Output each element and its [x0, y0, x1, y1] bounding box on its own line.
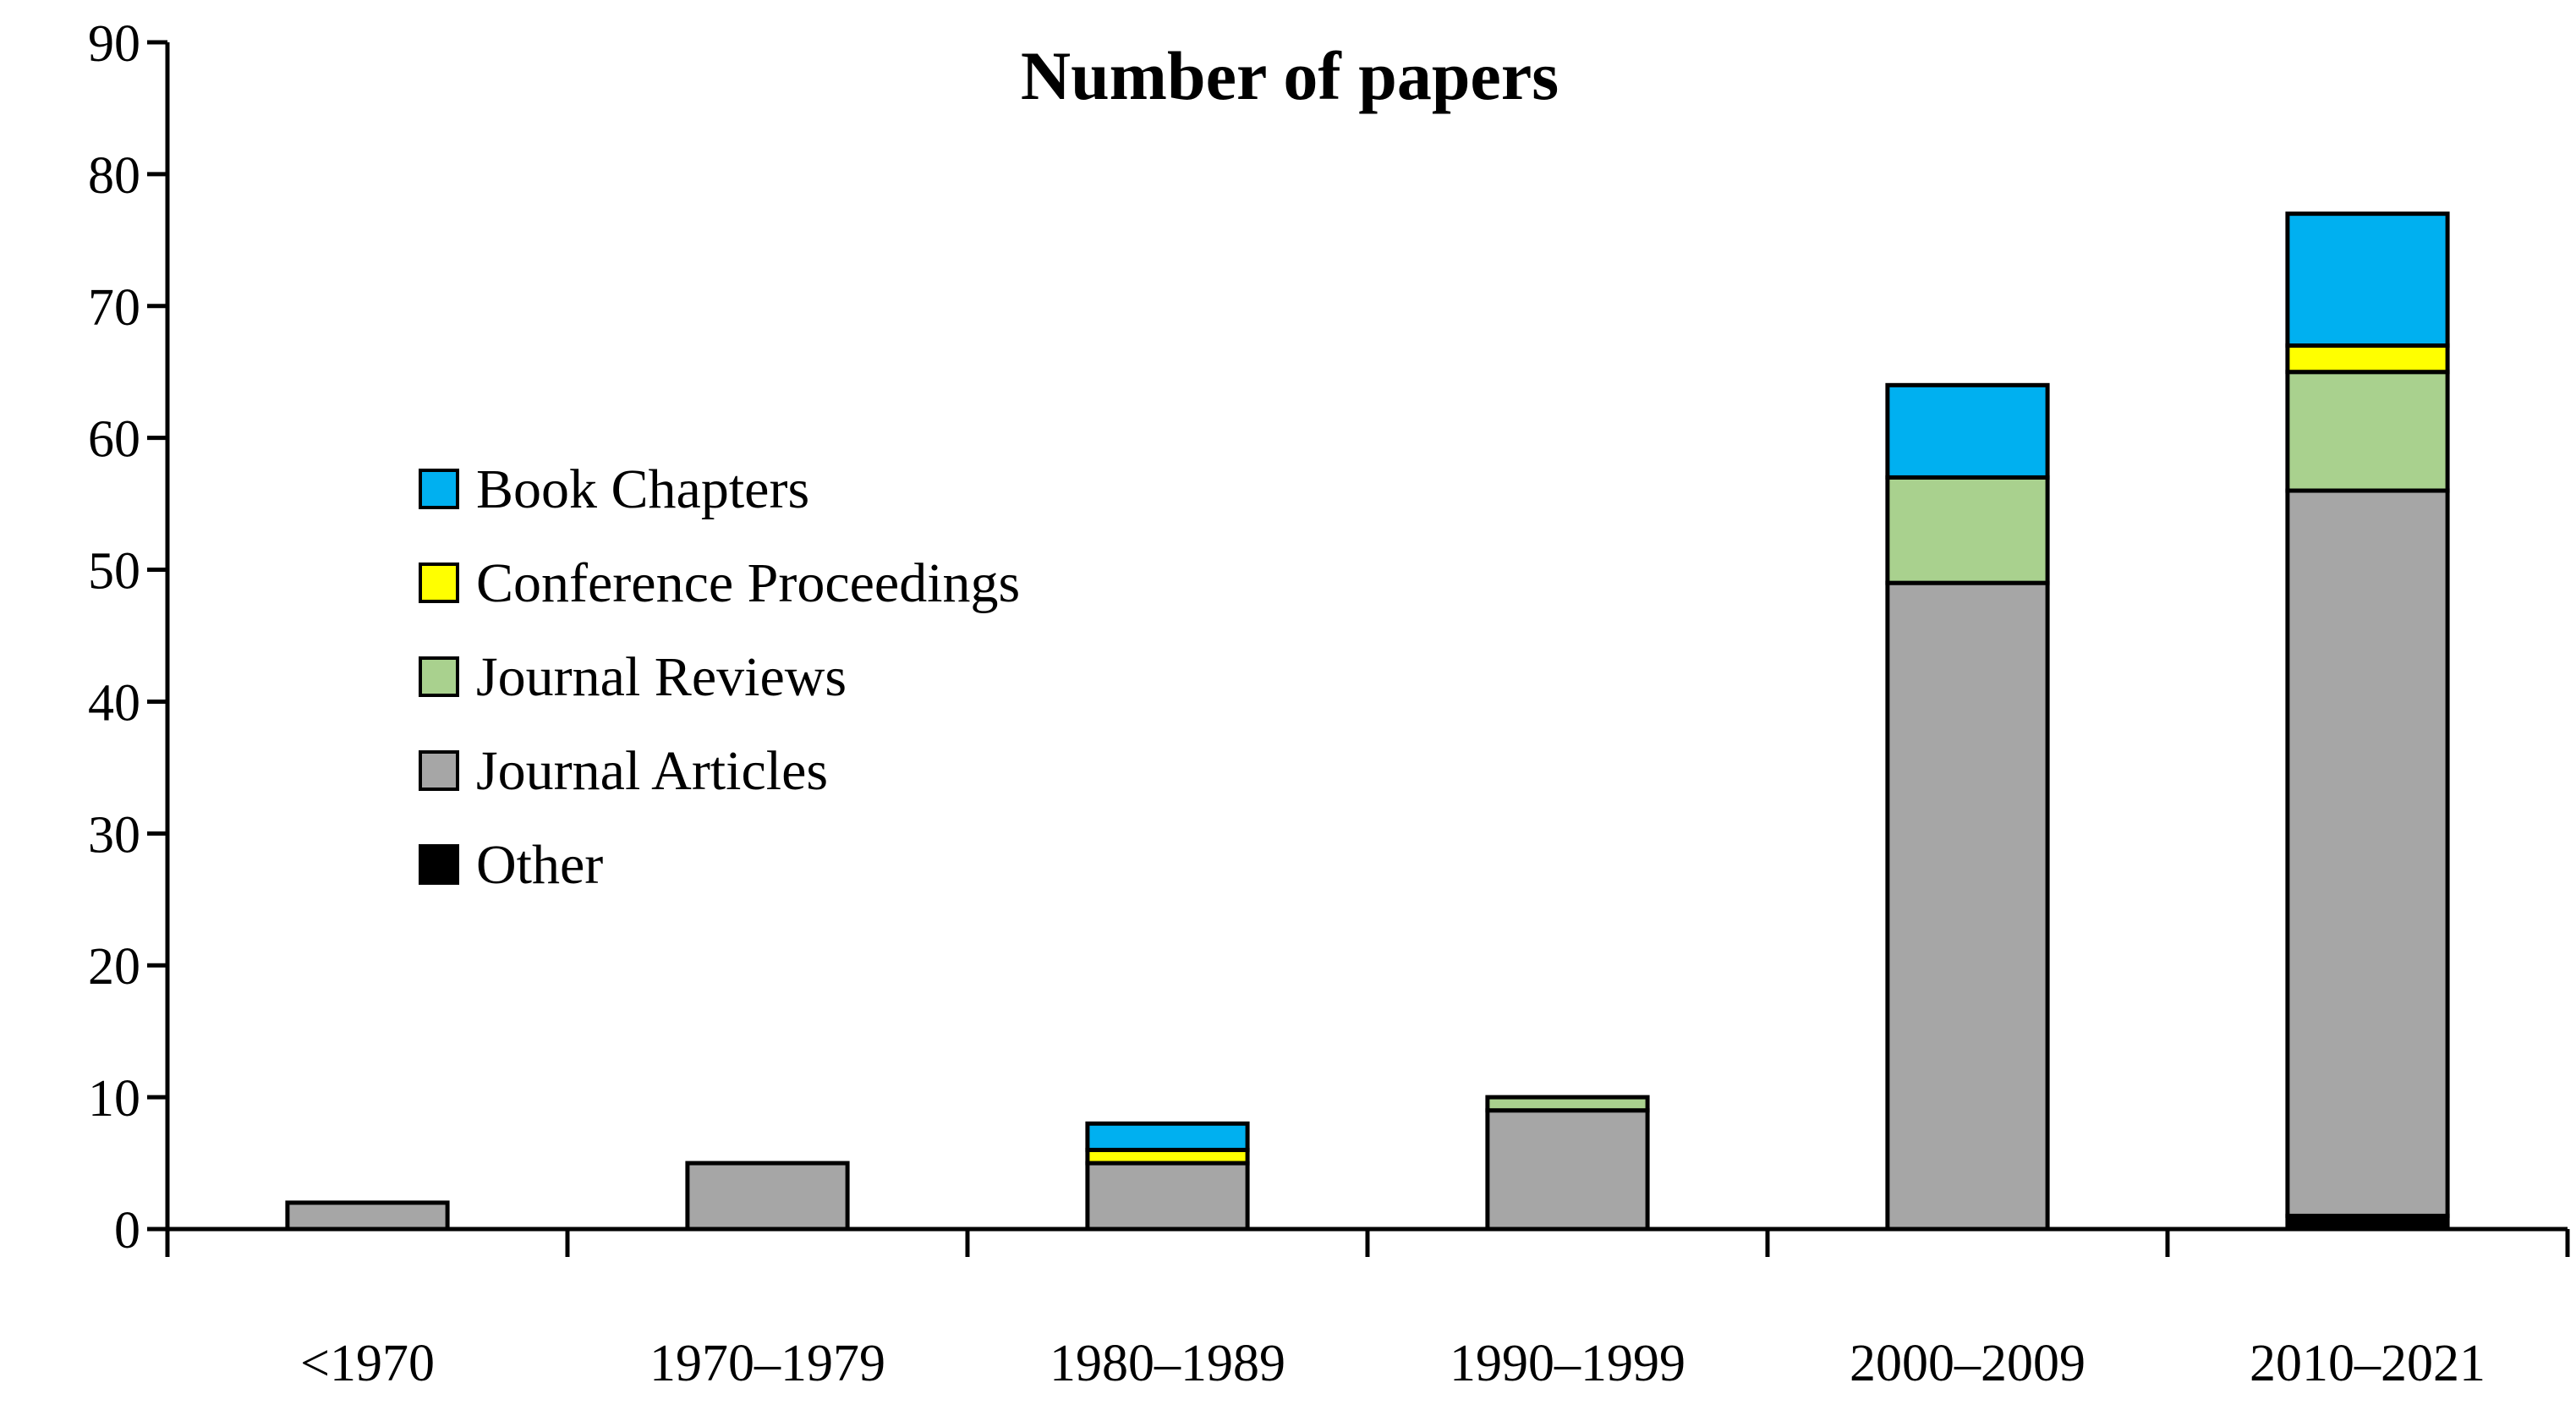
x-tick-label: 1990–1999: [1450, 1335, 1685, 1392]
bar-segment: [1885, 580, 2050, 1232]
bar-segment: [2285, 211, 2450, 349]
x-tick-label: <1970: [300, 1335, 435, 1392]
x-tick-label: 2010–2021: [2250, 1335, 2486, 1392]
y-tick-label: 50: [88, 543, 140, 601]
bars: [285, 211, 2450, 1232]
x-tick-label: 1970–1979: [649, 1335, 885, 1392]
bar-segment: [2285, 343, 2450, 375]
bar-segment: [685, 1161, 850, 1232]
legend-swatch: [419, 656, 459, 697]
x-tick-label: 1980–1989: [1050, 1335, 1285, 1392]
y-tick-label: 20: [88, 938, 140, 996]
bar-segment: [1085, 1161, 1250, 1232]
legend-label: Journal Reviews: [476, 646, 847, 708]
bar-segment: [2285, 488, 2450, 1218]
y-tick-label: 10: [88, 1070, 140, 1128]
axes: 0 10 20 30 40 50 60 70 80 90 <1970 1970–1979 1980–19…: [88, 15, 2570, 1392]
bar-segment: [285, 1200, 450, 1232]
y-tick-label: 80: [88, 147, 140, 205]
bar-segment: [1885, 475, 2050, 585]
legend-swatch: [419, 469, 459, 509]
y-tick-label: 30: [88, 806, 140, 864]
legend-label: Journal Articles: [476, 740, 828, 802]
y-tick-label: 40: [88, 674, 140, 732]
y-tick-label: 70: [88, 279, 140, 337]
legend-label: Book Chapters: [476, 458, 809, 520]
bar-segment: [2285, 370, 2450, 493]
bar-segment: [1485, 1095, 1650, 1113]
legend-swatch: [419, 844, 459, 885]
y-tick-label: 60: [88, 411, 140, 469]
legend-label: Other: [476, 834, 603, 896]
legend-label: Conference Proceedings: [476, 552, 1020, 614]
chart-title: Number of papers: [1021, 37, 1559, 114]
legend-swatch: [419, 563, 459, 603]
y-tick-label: 0: [114, 1202, 140, 1260]
bar-segment: [1085, 1121, 1250, 1152]
y-tick-label: 90: [88, 15, 140, 73]
bar-segment: [1885, 382, 2050, 480]
bar-segment: [1485, 1108, 1650, 1232]
x-tick-label: 2000–2009: [1850, 1335, 2085, 1392]
legend: Book Chapters Conference Proceedings Journ…: [419, 458, 1020, 896]
legend-swatch: [419, 750, 459, 791]
